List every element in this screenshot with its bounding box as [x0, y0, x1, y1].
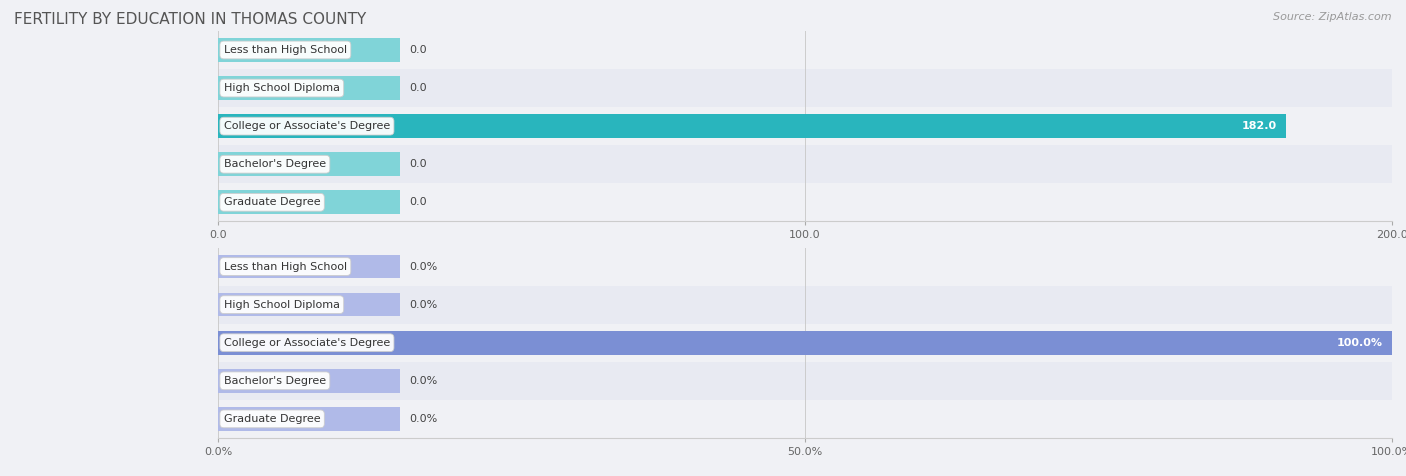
Bar [218, 190, 399, 214]
Text: Bachelor's Degree: Bachelor's Degree [224, 376, 326, 386]
Bar [218, 69, 1392, 107]
Text: Less than High School: Less than High School [224, 45, 347, 55]
Text: Graduate Degree: Graduate Degree [224, 414, 321, 424]
Text: 0.0: 0.0 [409, 45, 427, 55]
Text: 0.0: 0.0 [409, 159, 427, 169]
Bar [218, 38, 399, 62]
Bar [218, 293, 399, 317]
Bar [218, 324, 1392, 362]
Text: 0.0%: 0.0% [409, 376, 437, 386]
Text: Bachelor's Degree: Bachelor's Degree [224, 159, 326, 169]
Text: College or Associate's Degree: College or Associate's Degree [224, 121, 389, 131]
Bar [218, 331, 1392, 355]
Bar [218, 407, 399, 431]
Text: 182.0: 182.0 [1241, 121, 1277, 131]
Text: FERTILITY BY EDUCATION IN THOMAS COUNTY: FERTILITY BY EDUCATION IN THOMAS COUNTY [14, 12, 367, 27]
Text: 0.0: 0.0 [409, 83, 427, 93]
Bar [218, 76, 399, 100]
Text: 0.0%: 0.0% [409, 299, 437, 310]
Text: High School Diploma: High School Diploma [224, 83, 340, 93]
Bar [218, 107, 1392, 145]
Bar [218, 145, 1392, 183]
Text: 100.0%: 100.0% [1337, 337, 1382, 348]
Bar [218, 248, 1392, 286]
Bar [218, 114, 1286, 138]
Bar [218, 255, 399, 278]
Bar [218, 400, 1392, 438]
Text: High School Diploma: High School Diploma [224, 299, 340, 310]
Text: 0.0: 0.0 [409, 197, 427, 208]
Text: 0.0%: 0.0% [409, 261, 437, 272]
Bar [218, 286, 1392, 324]
Text: College or Associate's Degree: College or Associate's Degree [224, 337, 389, 348]
Bar [218, 369, 399, 393]
Bar [218, 362, 1392, 400]
Bar [218, 183, 1392, 221]
Text: Graduate Degree: Graduate Degree [224, 197, 321, 208]
Bar [218, 31, 1392, 69]
Text: 0.0%: 0.0% [409, 414, 437, 424]
Text: Less than High School: Less than High School [224, 261, 347, 272]
Text: Source: ZipAtlas.com: Source: ZipAtlas.com [1274, 12, 1392, 22]
Bar [218, 152, 399, 176]
